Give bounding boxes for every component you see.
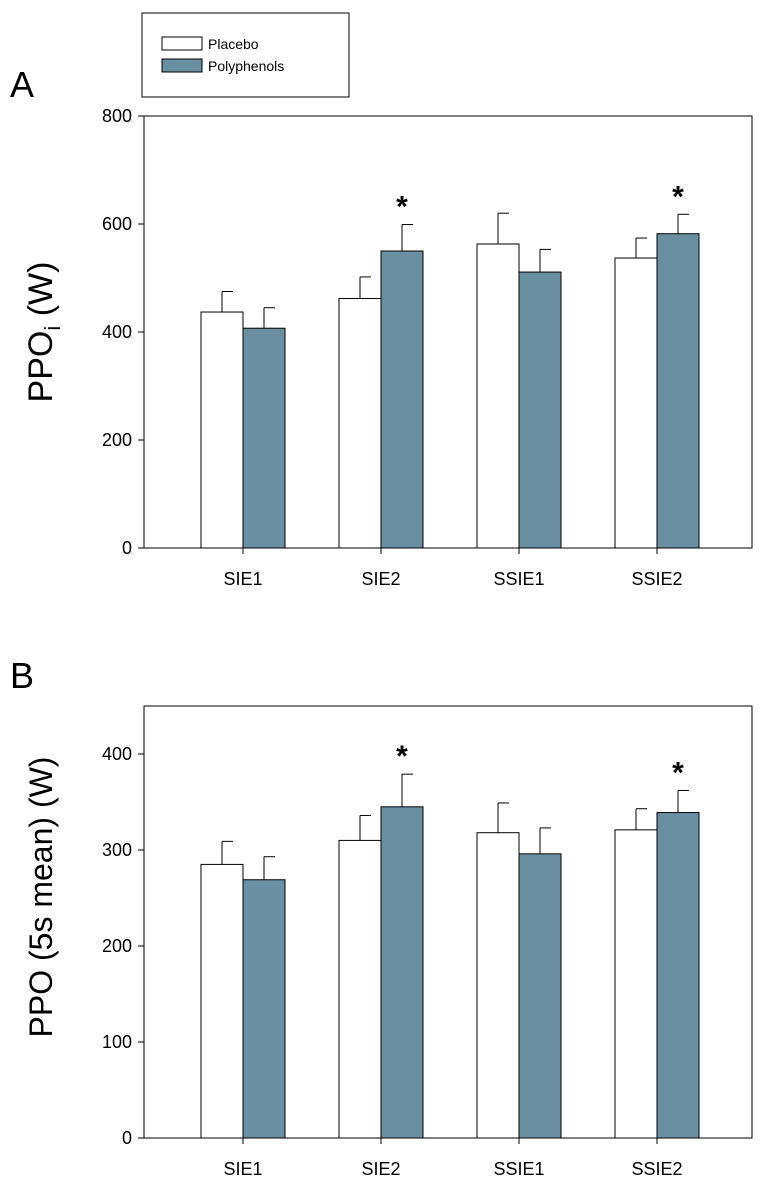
y-axis-label-a-unit: (W) bbox=[22, 262, 60, 326]
panel-label-a: A bbox=[10, 64, 34, 105]
y-ticks-a: 0 200 400 600 800 bbox=[102, 106, 144, 558]
error-bars-b bbox=[221, 773, 689, 880]
bar-b-placebo-sie2 bbox=[338, 839, 382, 1139]
bar-a-placebo-ssie1 bbox=[476, 243, 520, 549]
y-axis-label-a-main: PPO bbox=[22, 331, 60, 403]
bar-a-placebo-sie2 bbox=[338, 298, 382, 549]
bar-b-placebo-ssie1 bbox=[476, 832, 520, 1139]
y-axis-label-a-sub: i bbox=[40, 326, 65, 331]
y-axis-label-a: PPOi (W) bbox=[22, 262, 65, 403]
panel-label-b: B bbox=[10, 655, 34, 696]
y-tick-label-b-0: 0 bbox=[122, 1128, 132, 1148]
significance-marker-b-sie2: * bbox=[396, 740, 408, 773]
significance-marker-a-sie2: * bbox=[396, 191, 408, 224]
bars-b bbox=[200, 806, 700, 1139]
y-tick-label-b-400: 400 bbox=[102, 744, 132, 764]
bar-b-polyphenols-ssie1 bbox=[518, 853, 562, 1139]
y-tick-label-a-600: 600 bbox=[102, 214, 132, 234]
bar-b-polyphenols-sie1 bbox=[242, 879, 286, 1139]
x-tick-label-a-ssie2: SSIE2 bbox=[631, 569, 682, 589]
bar-a-placebo-ssie2 bbox=[614, 257, 658, 549]
legend-box bbox=[141, 12, 350, 98]
x-ticks-b: SIE1 SIE2 SSIE1 SSIE2 bbox=[223, 1138, 683, 1179]
bar-a-placebo-sie1 bbox=[200, 311, 244, 549]
bar-b-polyphenols-sie2 bbox=[380, 806, 424, 1139]
x-tick-label-a-sie2: SIE2 bbox=[361, 569, 400, 589]
y-tick-label-a-0: 0 bbox=[122, 538, 132, 558]
y-tick-label-a-400: 400 bbox=[102, 322, 132, 342]
legend-label-placebo: Placebo bbox=[208, 36, 259, 52]
y-axis-label-b: PPO (5s mean) (W) bbox=[23, 757, 59, 1038]
x-tick-label-a-sie1: SIE1 bbox=[223, 569, 262, 589]
plot-frame-b bbox=[143, 705, 753, 1139]
y-tick-label-a-200: 200 bbox=[102, 430, 132, 450]
x-tick-label-b-sie2: SIE2 bbox=[361, 1159, 400, 1179]
x-ticks-a: SIE1 SIE2 SSIE1 SSIE2 bbox=[223, 548, 683, 589]
significance-b: * * bbox=[396, 740, 684, 789]
bar-a-polyphenols-sie2 bbox=[380, 250, 424, 549]
bar-a-polyphenols-ssie1 bbox=[518, 271, 562, 549]
error-bars-a bbox=[221, 212, 689, 329]
legend-swatch-polyphenols bbox=[161, 58, 203, 73]
bar-b-placebo-ssie2 bbox=[614, 829, 658, 1139]
x-tick-label-b-ssie1: SSIE1 bbox=[493, 1159, 544, 1179]
bars-a bbox=[200, 233, 700, 549]
y-ticks-b: 0 100 200 300 400 bbox=[102, 744, 144, 1148]
y-tick-label-b-300: 300 bbox=[102, 840, 132, 860]
bar-a-polyphenols-sie1 bbox=[242, 327, 286, 549]
legend-swatch-placebo bbox=[161, 36, 203, 51]
bar-a-polyphenols-ssie2 bbox=[656, 233, 700, 549]
legend: Placebo Polyphenols bbox=[141, 12, 350, 98]
legend-label-polyphenols: Polyphenols bbox=[208, 58, 284, 74]
significance-a: * * bbox=[396, 180, 684, 223]
x-tick-label-b-ssie2: SSIE2 bbox=[631, 1159, 682, 1179]
bar-b-placebo-sie1 bbox=[200, 863, 244, 1139]
y-tick-label-b-100: 100 bbox=[102, 1032, 132, 1052]
x-tick-label-a-ssie1: SSIE1 bbox=[493, 569, 544, 589]
significance-marker-a-ssie2: * bbox=[672, 180, 684, 213]
bar-b-polyphenols-ssie2 bbox=[656, 812, 700, 1139]
y-tick-label-a-800: 800 bbox=[102, 106, 132, 126]
significance-marker-b-ssie2: * bbox=[672, 756, 684, 789]
y-tick-label-b-200: 200 bbox=[102, 936, 132, 956]
x-tick-label-b-sie1: SIE1 bbox=[223, 1159, 262, 1179]
